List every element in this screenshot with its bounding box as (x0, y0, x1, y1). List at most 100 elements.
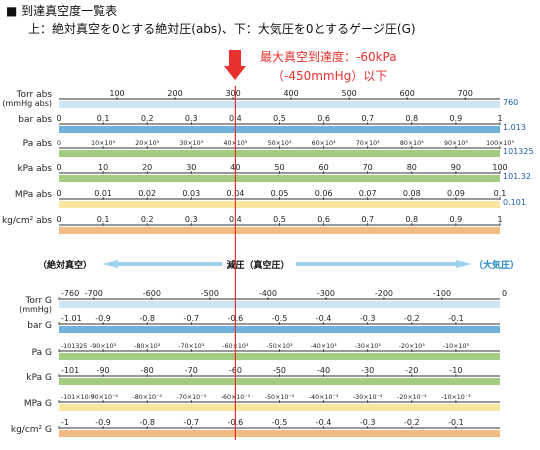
gauge-tick-label: -20×10⁻³ (397, 394, 427, 401)
gauge-tick-label: -70×10³ (178, 343, 205, 350)
gauge-bar (59, 404, 500, 411)
gauge-bar (59, 301, 500, 308)
gauge-tick-label: -700 (85, 289, 103, 298)
gauge-tick-label: -100 (433, 289, 451, 298)
abs-row-label: Pa abs (23, 139, 53, 149)
gauge-tick-label: -0.1 (448, 418, 464, 427)
abs-row-label: MPa abs (15, 190, 52, 200)
abs-tick-label: 0.07 (359, 189, 377, 198)
abs-bar (59, 126, 500, 133)
header-subtitle: 上：絶対真空を0とする絶対圧(abs)、下：大気圧を0とするゲージ圧(G) (28, 22, 416, 36)
abs-tick-label: 90 (451, 163, 461, 172)
gauge-tick-label: -40 (317, 366, 330, 375)
abs-tick-label: 80 (407, 163, 417, 172)
abs-tick-label: 0.5 (273, 114, 286, 123)
abs-tick-label: 0.01 (94, 189, 112, 198)
abs-tick-label: 60 (319, 163, 329, 172)
gauge-tick-label: -10×10³ (443, 343, 470, 350)
abs-tick-label: 500 (341, 89, 356, 98)
abs-tick-label: 0.02 (138, 189, 156, 198)
abs-tick-label: 0 (56, 114, 61, 123)
abs-tick-label: 0.1 (97, 215, 110, 224)
left-arrow-head (102, 260, 118, 268)
gauge-bar (59, 430, 500, 437)
abs-end-value: 101325 (503, 147, 534, 156)
gauge-tick-label: -0.4 (316, 418, 332, 427)
gauge-row-label: Torr G (24, 296, 52, 306)
abs-tick-label: 0.9 (450, 114, 463, 123)
gauge-tick-label: -400 (259, 289, 277, 298)
abs-tick-label: 70×10³ (356, 140, 380, 147)
abs-bar (59, 227, 500, 234)
abs-tick-label: 30 (186, 163, 196, 172)
gauge-tick-label: -500 (201, 289, 219, 298)
gauge-tick-label: -90×10³ (90, 343, 117, 350)
annotation-line1: 最大真空到達度：-60kPa (260, 50, 397, 64)
abs-tick-label: 0.5 (273, 215, 286, 224)
gauge-tick-label: -0.5 (272, 418, 288, 427)
gauge-tick-label: -0.8 (139, 418, 155, 427)
direction-right-label: （大気圧） (474, 259, 519, 271)
gauge-tick-label: -30 (361, 366, 374, 375)
abs-tick-label: 100×10³ (486, 140, 514, 147)
gauge-tick-label: -101 (61, 366, 79, 375)
abs-tick-label: 90×10³ (444, 140, 468, 147)
abs-tick-label: 0.08 (403, 189, 421, 198)
abs-tick-label: 0.3 (185, 215, 198, 224)
gauge-tick-label: -200 (375, 289, 393, 298)
abs-tick-label: 0.9 (450, 215, 463, 224)
abs-bar (59, 150, 500, 157)
abs-tick-label: 0.7 (361, 114, 374, 123)
gauge-tick-label: -0.1 (448, 314, 464, 323)
abs-tick-label: 0.1 (494, 189, 507, 198)
abs-tick-label: 0.09 (447, 189, 465, 198)
abs-tick-label: 0.2 (141, 114, 154, 123)
abs-tick-label: 0.2 (141, 215, 154, 224)
abs-tick-label: 30×10³ (179, 140, 203, 147)
abs-tick-label: 60×10³ (312, 140, 336, 147)
abs-tick-label: 100 (492, 163, 507, 172)
abs-row-label: bar abs (18, 115, 52, 125)
gauge-tick-label: -20 (405, 366, 418, 375)
abs-tick-label: 0 (57, 140, 61, 147)
direction-left-label: （絶対真空） (38, 259, 92, 271)
gauge-tick-label: -50×10⁻³ (265, 394, 295, 401)
abs-tick-label: 0 (56, 215, 61, 224)
gauge-tick-label: -80 (141, 366, 154, 375)
abs-tick-label: 0.8 (405, 215, 418, 224)
abs-tick-label: 10×10³ (91, 140, 115, 147)
abs-end-value: 1.013 (503, 123, 526, 132)
abs-tick-label: 1 (497, 215, 502, 224)
abs-row-label: kPa abs (17, 164, 52, 174)
gauge-row-label: Pa G (32, 348, 52, 358)
gauge-tick-label: -10×10⁻³ (441, 394, 471, 401)
gauge-tick-label: -0.3 (360, 314, 376, 323)
gauge-tick-label: -0.9 (95, 314, 111, 323)
abs-tick-label: 0 (56, 163, 61, 172)
abs-tick-label: 20×10³ (135, 140, 159, 147)
abs-tick-label: 0.7 (361, 215, 374, 224)
gauge-tick-label: -40×10⁻³ (309, 394, 339, 401)
gauge-tick-label: -0.3 (360, 418, 376, 427)
gauge-tick-label: -300 (317, 289, 335, 298)
gauge-tick-label: -50×10³ (266, 343, 293, 350)
abs-end-value: 101.32 (503, 172, 531, 181)
gauge-tick-label: -20×10³ (399, 343, 426, 350)
gauge-tick-label: -90 (97, 366, 110, 375)
abs-tick-label: 0.05 (271, 189, 289, 198)
abs-tick-label: 600 (400, 89, 415, 98)
gauge-tick-label: -70×10⁻³ (177, 394, 207, 401)
abs-tick-label: 200 (167, 89, 182, 98)
gauge-tick-label: -600 (143, 289, 161, 298)
header-title: ■ 到達真空度一覧表 (6, 4, 118, 18)
abs-tick-label: 0.6 (317, 114, 330, 123)
abs-bar (59, 201, 500, 208)
annotation-line2: （-450mmHg）以下 (272, 69, 388, 83)
abs-tick-label: 0.1 (97, 114, 110, 123)
gauge-tick-label: -760 (61, 289, 79, 298)
gauge-row-label: kg/cm² G (11, 425, 52, 435)
direction-center-label: 減圧（真空圧） (226, 259, 289, 271)
abs-tick-label: 0.6 (317, 215, 330, 224)
gauge-tick-label: -0.2 (404, 314, 420, 323)
